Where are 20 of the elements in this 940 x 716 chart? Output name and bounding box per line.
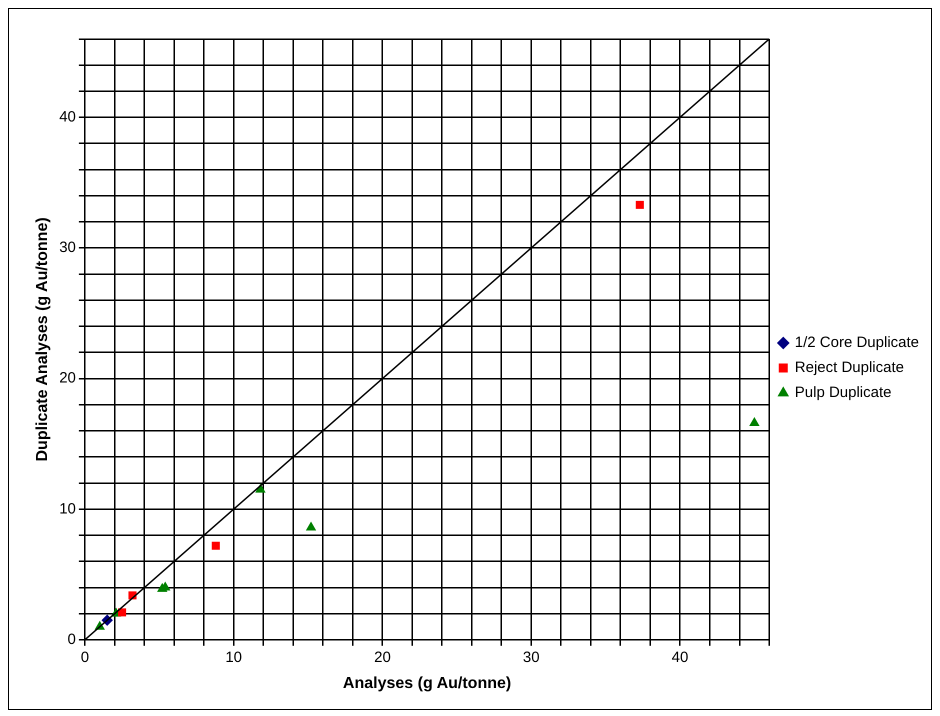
- y-tick-label: 40: [59, 108, 76, 126]
- point: [636, 200, 644, 209]
- y-tick-label: 20: [59, 370, 76, 387]
- x-tick-label: 10: [225, 648, 242, 666]
- x-tick-label: 20: [374, 648, 391, 666]
- legend-label: Pulp Duplicate: [794, 384, 892, 402]
- y-tick-label: 0: [68, 630, 76, 648]
- x-tick-label: 40: [672, 648, 688, 666]
- y-tick-label: 30: [59, 239, 76, 256]
- legend-label: Reject Duplicate: [794, 359, 904, 376]
- y-tick-label: 10: [59, 500, 76, 518]
- point: [212, 542, 220, 550]
- x-tick-label: 0: [80, 648, 90, 666]
- point: [306, 522, 316, 530]
- x-tick-label: 30: [522, 648, 540, 666]
- y-axis-title: Duplicate Analyses (g Au/tonne): [34, 217, 52, 462]
- x-axis-title: Analyses (g Au/tonne): [342, 674, 512, 692]
- legend-label: 1/2 Core Duplicate: [794, 334, 919, 352]
- point: [118, 608, 126, 616]
- point: [750, 417, 760, 426]
